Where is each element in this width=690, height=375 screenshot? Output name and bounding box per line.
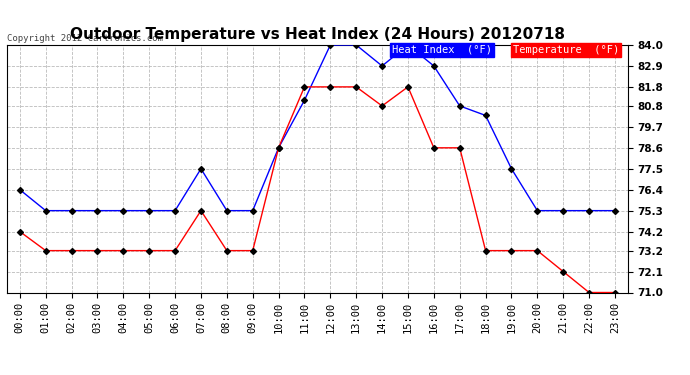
Text: Heat Index  (°F): Heat Index (°F) bbox=[392, 45, 492, 55]
Text: Copyright 2012 Cartronics.com: Copyright 2012 Cartronics.com bbox=[7, 33, 163, 42]
Text: Temperature  (°F): Temperature (°F) bbox=[513, 45, 619, 55]
Title: Outdoor Temperature vs Heat Index (24 Hours) 20120718: Outdoor Temperature vs Heat Index (24 Ho… bbox=[70, 27, 565, 42]
